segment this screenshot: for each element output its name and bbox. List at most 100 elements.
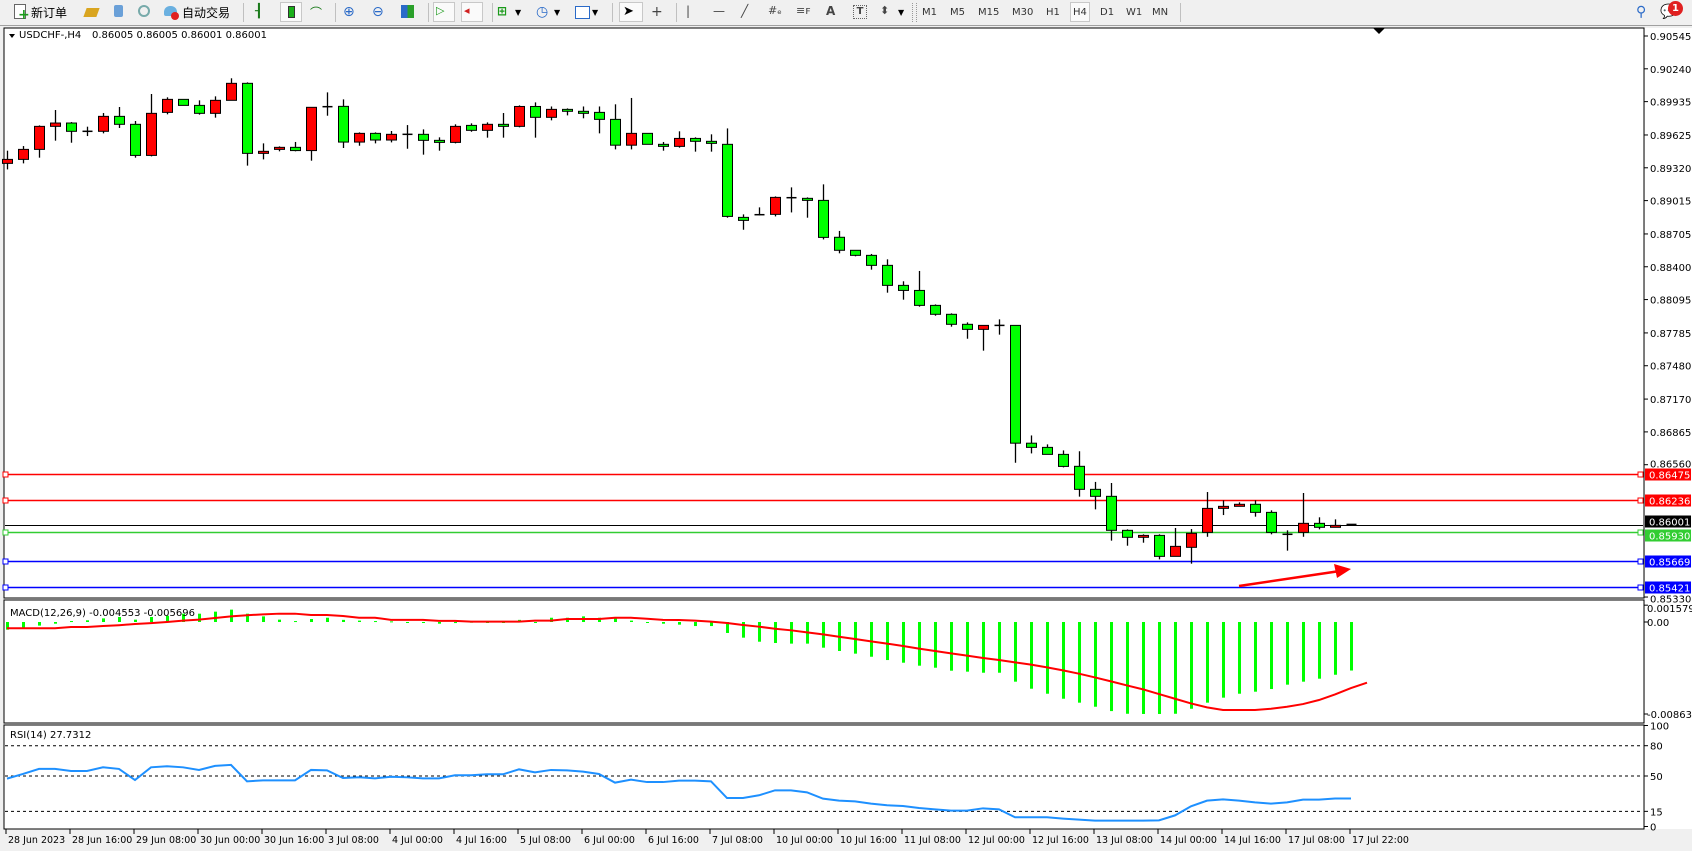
line-handle-left[interactable]	[2, 497, 9, 504]
candle	[994, 319, 1005, 335]
signals-icon	[137, 4, 153, 20]
macd-title: MACD(12,26,9) -0.004553 -0.005696	[10, 608, 195, 619]
timeframe-m1[interactable]: M1	[920, 2, 939, 22]
timeframe-m5[interactable]: M5	[948, 2, 967, 22]
line-handle-right[interactable]	[1637, 584, 1644, 591]
periods-button[interactable]: ◷ ▼	[536, 2, 560, 22]
arrow-line[interactable]	[1238, 569, 1341, 588]
candle-body	[802, 197, 813, 201]
zoom-in-button[interactable]: ⊕	[343, 2, 359, 22]
vertical-line-button[interactable]: |	[686, 2, 702, 22]
line-handle-left[interactable]	[2, 584, 9, 591]
chart-shift-marker-icon[interactable]	[1373, 28, 1385, 34]
macd-tick-label: -0.008633	[1647, 710, 1692, 721]
rsi-pane[interactable]	[3, 724, 1645, 830]
macd-histogram-bar	[742, 622, 745, 638]
line-handle-left[interactable]	[2, 558, 9, 565]
indicators-icon: ⊞	[497, 4, 508, 18]
macd-histogram-bar	[438, 622, 441, 624]
zoom-out-button[interactable]: ⊖	[372, 2, 388, 22]
line-handle-left[interactable]	[2, 471, 9, 478]
rsi-tick-label: 80	[1650, 742, 1663, 753]
bar-chart-button[interactable]: ┨	[255, 2, 271, 22]
macd-pane[interactable]	[3, 599, 1645, 724]
text-button[interactable]: A	[826, 2, 842, 22]
candle	[18, 146, 29, 164]
navigator-button[interactable]	[111, 2, 127, 22]
price-tick-label: 0.89015	[1650, 197, 1691, 208]
line-handle-right[interactable]	[1637, 529, 1644, 536]
new-order-button[interactable]: + 新订单	[12, 2, 67, 22]
time-tick-label: 17 Jul 22:00	[1352, 835, 1409, 846]
templates-button[interactable]: ▼	[574, 2, 598, 22]
macd-histogram-bar	[758, 622, 761, 642]
timeframe-d1[interactable]: D1	[1098, 2, 1116, 22]
timeframe-mn[interactable]: MN	[1150, 2, 1170, 22]
crosshair-button[interactable]: +	[651, 2, 667, 22]
candle	[770, 196, 781, 217]
timeframe-label: M15	[978, 6, 1000, 18]
chart-shift-button[interactable]: ◂	[461, 2, 483, 22]
candle-body	[98, 115, 109, 132]
time-tick-label: 7 Jul 08:00	[712, 835, 763, 846]
macd-histogram-bar	[726, 622, 729, 633]
main-pane[interactable]	[3, 27, 1645, 599]
timeframe-h1[interactable]: H1	[1044, 2, 1062, 22]
line-handle-right[interactable]	[1637, 497, 1644, 504]
tile-windows-icon	[400, 4, 416, 20]
macd-histogram-bar	[1238, 622, 1241, 694]
candle-body	[610, 118, 621, 146]
arrows-button[interactable]: ⬍ ▼	[880, 2, 904, 22]
price-tick-label: 0.86865	[1650, 428, 1691, 439]
tile-windows-button[interactable]	[400, 2, 416, 22]
timeframe-h4[interactable]: H4	[1070, 2, 1090, 22]
line-handle-right[interactable]	[1637, 471, 1644, 478]
timeframe-m30[interactable]: M30	[1010, 2, 1035, 22]
current-price-line-tag	[1645, 515, 1691, 528]
price-tick-label: 0.87170	[1650, 395, 1691, 406]
timeframe-label: D1	[1100, 6, 1115, 18]
time-tick-label: 11 Jul 08:00	[904, 835, 961, 846]
indicators-button[interactable]: ⊞ ▼	[497, 2, 521, 22]
line-chart-button[interactable]: ⌒	[310, 2, 326, 22]
candle-body	[66, 122, 77, 132]
candlestick-button[interactable]	[280, 2, 302, 22]
autoscroll-button[interactable]: ▷	[433, 2, 455, 22]
macd-histogram-bar	[182, 613, 185, 622]
horizontal-line-button[interactable]: —	[713, 2, 729, 22]
arrow-head-icon[interactable]	[1334, 564, 1351, 578]
candle-body	[498, 123, 509, 127]
fibonacci-expansion-button[interactable]: #ₑ	[768, 2, 784, 22]
candle	[1330, 519, 1341, 528]
candle	[1074, 451, 1085, 497]
timeframe-label: W1	[1126, 6, 1143, 18]
auto-trading-button[interactable]: 自动交易	[163, 2, 230, 22]
chart-header-dropdown-icon[interactable]	[9, 34, 15, 38]
candle-body	[946, 313, 957, 325]
macd-histogram-bar	[422, 622, 425, 623]
chart-ohlc: 0.86005 0.86005 0.86001 0.86001	[92, 30, 267, 41]
macd-histogram-bar	[678, 622, 681, 625]
candle-body	[514, 105, 525, 127]
candle	[450, 124, 461, 144]
price-axis[interactable]	[1645, 28, 1692, 829]
timeframe-m15[interactable]: M15	[976, 2, 1001, 22]
candle-body	[1058, 453, 1069, 467]
timeframe-w1[interactable]: W1	[1124, 2, 1144, 22]
candle-body	[1298, 522, 1309, 533]
candle-body	[1074, 465, 1085, 490]
horizontal-line-price-label: 0.85669	[1649, 558, 1690, 569]
fibonacci-fan-button[interactable]: ≡ꜰ	[796, 2, 812, 22]
cursor-button[interactable]: ➤	[619, 2, 643, 22]
market-watch-button[interactable]	[83, 2, 100, 22]
text-label-button[interactable]: T	[853, 2, 867, 22]
candle	[370, 132, 381, 144]
line-handle-left[interactable]	[2, 529, 9, 536]
signals-button[interactable]	[137, 2, 153, 22]
line-handle-right[interactable]	[1637, 558, 1644, 565]
macd-histogram-bar	[1350, 622, 1353, 671]
candle	[354, 132, 365, 146]
search-button[interactable]: ⚲	[1636, 2, 1652, 22]
trendline-button[interactable]: ╱	[741, 2, 757, 22]
